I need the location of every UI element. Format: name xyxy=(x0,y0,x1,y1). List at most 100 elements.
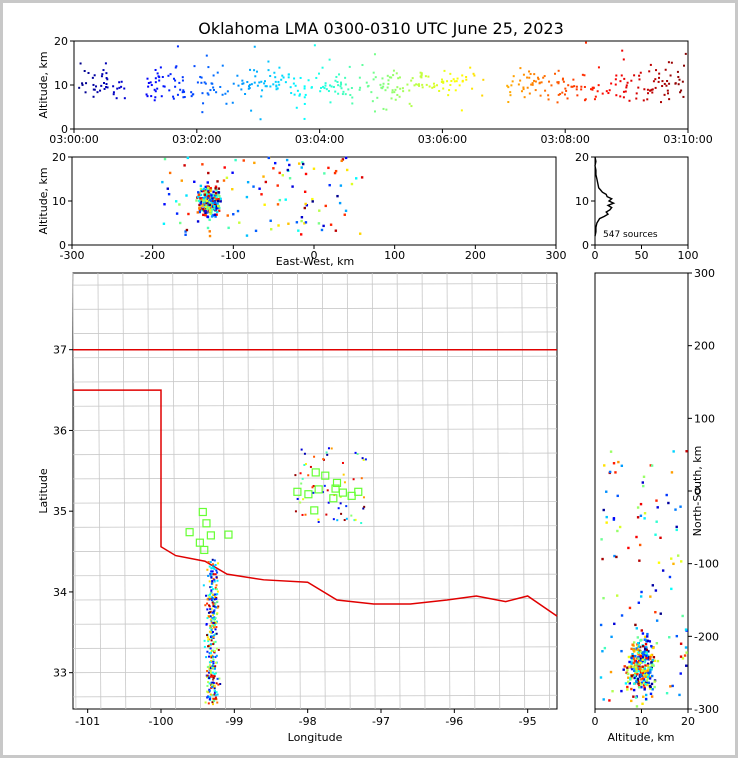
source-point xyxy=(93,88,96,91)
source-point xyxy=(263,82,266,85)
map-source-point xyxy=(211,563,214,566)
county-line xyxy=(72,622,558,625)
source-point xyxy=(528,76,531,79)
source-point xyxy=(651,91,654,94)
source-point xyxy=(344,93,347,96)
map-source-point xyxy=(207,561,210,564)
ns-source-point xyxy=(630,662,633,665)
source-point xyxy=(396,93,399,96)
source-point xyxy=(592,86,595,89)
source-point xyxy=(293,77,296,80)
source-point xyxy=(351,102,354,105)
source-point xyxy=(335,75,338,78)
ns-source-point xyxy=(635,680,638,684)
map-source-point xyxy=(216,600,219,603)
map-source-point xyxy=(213,687,216,690)
county-line xyxy=(247,272,251,710)
map-source-point xyxy=(209,615,212,618)
source-point xyxy=(528,70,531,73)
source-point xyxy=(150,95,153,98)
map-source-point xyxy=(208,611,211,614)
ns-source-point xyxy=(648,657,652,661)
map-source-point xyxy=(211,572,214,575)
source-point xyxy=(154,68,157,71)
ew-source-point xyxy=(210,204,213,207)
map-source-point xyxy=(208,630,211,633)
source-point xyxy=(153,88,156,91)
source-point xyxy=(156,72,159,75)
map-source-point xyxy=(303,452,306,455)
ns-source-point xyxy=(649,671,652,674)
ns-source-point xyxy=(643,688,646,691)
ns-source-point xyxy=(642,695,645,698)
map-source-point xyxy=(215,661,218,664)
ew-source-point xyxy=(200,189,203,193)
ns-source-point xyxy=(654,610,657,614)
source-point xyxy=(361,64,364,67)
ns-source-point xyxy=(651,674,654,678)
ns-source-point xyxy=(656,506,659,509)
map-source-point xyxy=(209,586,212,589)
source-point xyxy=(275,88,278,91)
source-point xyxy=(509,91,512,94)
ns-source-point xyxy=(684,628,688,631)
source-point xyxy=(674,82,677,85)
source-point xyxy=(387,79,390,82)
source-point xyxy=(154,77,157,80)
map-source-point xyxy=(214,628,217,631)
ns-source-point xyxy=(615,594,619,597)
source-point xyxy=(224,92,227,95)
source-point xyxy=(81,83,84,86)
source-point xyxy=(461,80,464,83)
ew-source-point xyxy=(287,222,290,225)
ew-source-point xyxy=(288,163,291,167)
map-source-point xyxy=(208,605,211,608)
source-point xyxy=(295,106,298,109)
ns-source-point xyxy=(649,464,652,467)
map-source-point xyxy=(216,693,219,696)
ew-source-point xyxy=(334,229,338,232)
source-point xyxy=(661,80,664,83)
ns-source-point xyxy=(601,557,604,561)
map-source-point xyxy=(210,630,213,633)
source-point xyxy=(157,75,160,78)
source-point xyxy=(79,62,82,65)
source-point xyxy=(200,76,203,79)
lat-tick-label: 35 xyxy=(53,505,67,518)
source-point xyxy=(299,76,302,79)
map-source-point xyxy=(209,667,212,670)
source-point xyxy=(351,96,354,99)
ns-source-point xyxy=(638,686,641,689)
ew-source-point xyxy=(206,181,209,184)
source-point xyxy=(519,79,522,82)
source-point xyxy=(398,95,401,98)
source-point xyxy=(337,92,340,95)
ns-source-point xyxy=(636,506,640,509)
source-point xyxy=(92,83,95,86)
map-source-point xyxy=(206,636,209,639)
county-line xyxy=(72,307,558,310)
ns-source-point xyxy=(680,560,683,563)
ew-source-point xyxy=(355,177,358,180)
source-point xyxy=(682,95,685,98)
map-source-point xyxy=(215,584,218,587)
map-source-point xyxy=(340,512,343,515)
source-point xyxy=(661,85,664,88)
ew-source-point xyxy=(211,199,214,203)
ew-source-point xyxy=(208,193,212,196)
ew-height-frame xyxy=(71,156,557,246)
ew-source-point xyxy=(212,197,216,201)
map-source-point xyxy=(215,596,218,599)
source-point xyxy=(614,83,617,86)
map-source-point xyxy=(208,688,211,691)
ew-source-point xyxy=(207,171,210,175)
source-point xyxy=(392,74,395,77)
map-source-point xyxy=(212,636,215,639)
source-point xyxy=(531,82,534,85)
ns-source-point xyxy=(609,450,613,453)
source-point xyxy=(226,90,229,93)
ns-source-point xyxy=(645,646,648,649)
ns-source-point xyxy=(643,674,646,677)
ns-source-point xyxy=(651,646,655,650)
source-point xyxy=(371,100,374,103)
